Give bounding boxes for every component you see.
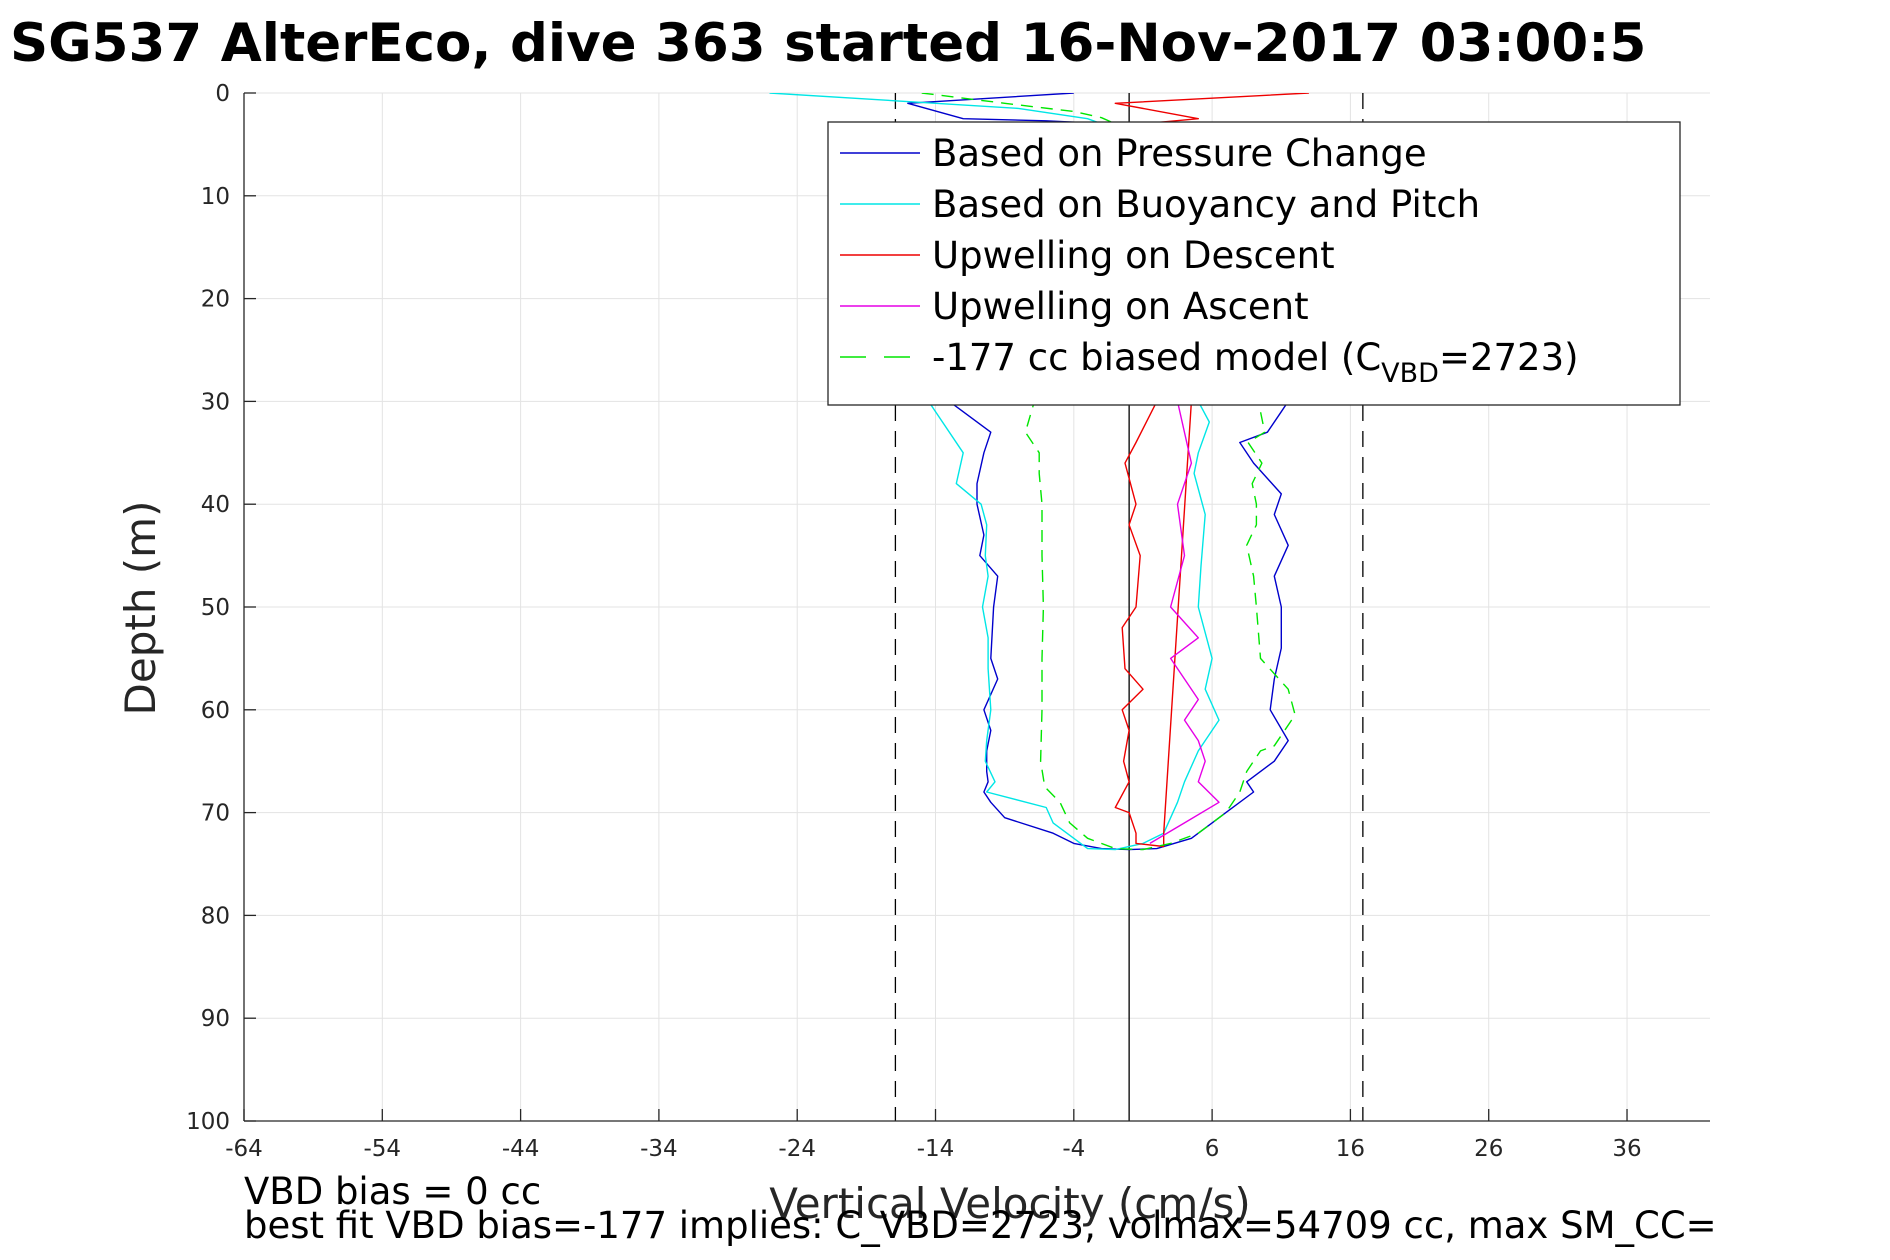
x-tick-label: -64 bbox=[225, 1136, 263, 1162]
series-line-4 bbox=[921, 93, 1296, 851]
x-tick-label: -44 bbox=[502, 1136, 540, 1162]
y-tick-label: 100 bbox=[186, 1109, 230, 1135]
x-tick-label: 26 bbox=[1474, 1136, 1503, 1162]
x-tick-labels: -64 -54 -44 -34 -24 -14 -4 6 16 26 36 bbox=[225, 1136, 1641, 1162]
legend-label-3: Upwelling on Ascent bbox=[932, 285, 1309, 328]
y-tick-label: 40 bbox=[201, 492, 230, 518]
y-tick-label: 10 bbox=[201, 184, 230, 210]
legend-label-2: Upwelling on Descent bbox=[932, 234, 1335, 277]
legend-label-tail: =2723) bbox=[1439, 336, 1579, 379]
x-axis-label: Vertical Velocity (cm/s) bbox=[769, 1179, 1250, 1228]
y-tick-label: 60 bbox=[201, 698, 230, 724]
y-tick-label: 30 bbox=[201, 389, 230, 415]
axes bbox=[243, 92, 1710, 1122]
legend-label-0: Based on Pressure Change bbox=[932, 132, 1427, 175]
x-tick-label: 16 bbox=[1336, 1136, 1365, 1162]
legend-box bbox=[827, 121, 1681, 406]
legend-label-4: -177 cc biased model (CVBD=2723) bbox=[932, 336, 1579, 389]
x-tick-label: 36 bbox=[1612, 1136, 1641, 1162]
legend-label-main: -177 cc biased model (C bbox=[932, 336, 1381, 379]
y-axis-label: Depth (m) bbox=[116, 501, 165, 716]
y-tick-label: 0 bbox=[215, 81, 230, 107]
series-line-1 bbox=[769, 93, 1220, 851]
best-fit-note: best fit VBD bias=-177 implies: C_VBD=27… bbox=[244, 1204, 1717, 1247]
x-tick-label: -24 bbox=[778, 1136, 816, 1162]
x-tick-label: -4 bbox=[1062, 1136, 1085, 1162]
vbd-bias-note: VBD bias = 0 cc bbox=[244, 1170, 541, 1213]
series-line-3 bbox=[1149, 401, 1220, 845]
y-tick-label: 50 bbox=[201, 595, 230, 621]
y-tick-label: 70 bbox=[201, 801, 230, 827]
series-line-0 bbox=[907, 93, 1296, 851]
y-tick-label: 20 bbox=[201, 287, 230, 313]
x-tick-label: -14 bbox=[917, 1136, 955, 1162]
legend-label-1: Based on Buoyancy and Pitch bbox=[932, 183, 1480, 226]
chart-title: SG537 AlterEco, dive 363 started 16-Nov-… bbox=[10, 13, 1646, 74]
y-tick-label: 80 bbox=[201, 903, 230, 929]
legend-label-subscript: VBD bbox=[1381, 358, 1439, 389]
y-tick-label: 90 bbox=[201, 1006, 230, 1032]
x-tick-label: 6 bbox=[1205, 1136, 1220, 1162]
x-tick-label: -34 bbox=[640, 1136, 678, 1162]
y-tick-labels: 0 10 20 30 40 50 60 70 80 90 100 bbox=[186, 81, 230, 1135]
x-tick-label: -54 bbox=[364, 1136, 402, 1162]
legend: Based on Pressure Change Based on Buoyanc… bbox=[827, 121, 1681, 406]
